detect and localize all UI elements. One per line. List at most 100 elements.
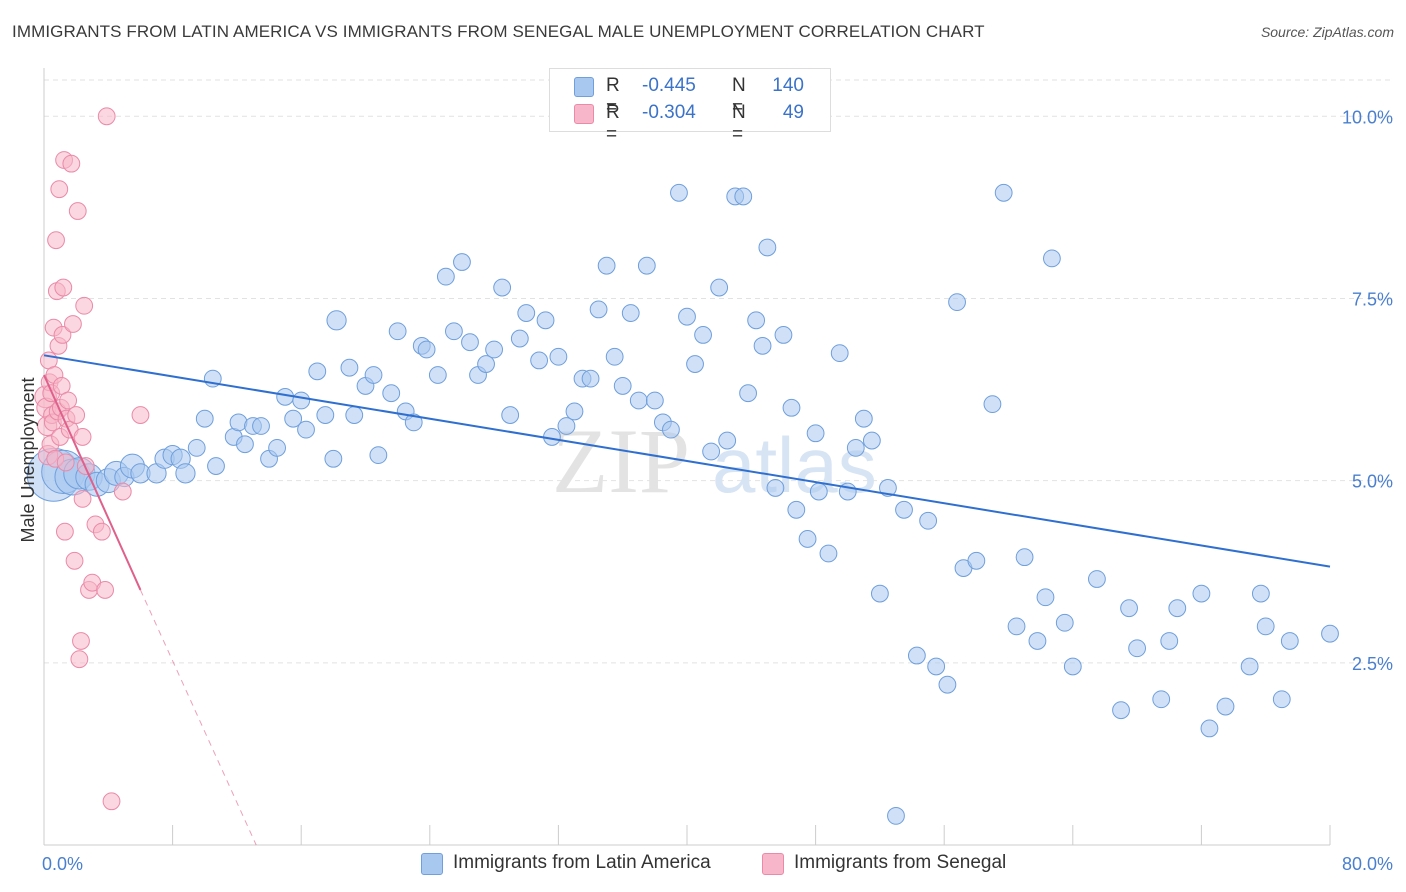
data-point [846, 438, 865, 457]
data-point [686, 355, 704, 373]
data-point [1036, 588, 1055, 607]
data-point [308, 362, 327, 381]
data-point [517, 304, 536, 322]
data-point [70, 650, 89, 669]
data-point [1251, 584, 1270, 603]
data-point [907, 646, 926, 665]
data-point [96, 581, 114, 599]
data-point [59, 391, 78, 410]
data-point [613, 377, 632, 395]
data-point [268, 438, 286, 457]
data-point [453, 253, 471, 271]
grid-lines [44, 79, 1392, 664]
data-point [102, 792, 121, 811]
data-point [345, 406, 364, 424]
x-tick-label: 80.0% [1342, 854, 1393, 874]
data-point [113, 482, 132, 501]
data-point [645, 391, 664, 410]
data-point [187, 438, 206, 457]
legend-r-label: R = [606, 75, 620, 118]
data-point [67, 406, 86, 424]
y-axis-label: Male Unemployment [18, 377, 38, 542]
legend-r-value: -0.445 [642, 75, 696, 96]
data-point [678, 307, 696, 326]
source-label: Source: ZipAtlas.com [1260, 24, 1394, 40]
data-point [854, 409, 873, 428]
data-point [637, 256, 656, 275]
data-point [477, 355, 495, 373]
watermark: ZIP atlas [552, 410, 877, 512]
bottom-legend-label: Immigrants from Senegal [794, 852, 1007, 873]
data-point [97, 107, 116, 126]
data-point [1088, 570, 1106, 588]
y-tick-label: 7.5% [1352, 289, 1393, 309]
data-point [806, 424, 825, 443]
data-point [65, 551, 84, 570]
data-point [1216, 697, 1235, 716]
data-point [445, 322, 463, 341]
data-point [589, 300, 608, 319]
data-point [782, 398, 801, 417]
data-point [766, 479, 785, 497]
data-point [530, 351, 549, 370]
data-point [1055, 613, 1074, 632]
data-point [364, 366, 383, 384]
legend-r-label: R = [606, 102, 620, 145]
legend-r-value: -0.304 [642, 102, 696, 123]
data-point [948, 293, 966, 312]
data-point [1256, 617, 1275, 636]
legend-n-value: 49 [782, 102, 804, 123]
data-point [753, 336, 772, 355]
data-point [662, 420, 680, 439]
data-point [758, 238, 777, 257]
data-point [1007, 617, 1026, 636]
data-point [565, 402, 584, 421]
data-point [316, 406, 335, 424]
data-point [871, 584, 889, 603]
data-point [73, 489, 92, 508]
trend-lines [43, 354, 1331, 846]
data-point [787, 500, 806, 519]
trend-line-senegal-extension [139, 589, 257, 846]
legend-n-label: N = [732, 75, 746, 118]
data-point [549, 347, 568, 366]
trend-line-senegal [43, 374, 142, 591]
data-point [1112, 701, 1130, 720]
data-point [895, 500, 913, 519]
data-point [388, 322, 407, 341]
data-point [485, 340, 504, 359]
data-point [702, 442, 721, 461]
data-point [1015, 548, 1034, 567]
data-point [53, 326, 72, 344]
data-point [404, 413, 423, 432]
data-point [536, 311, 555, 330]
data-point [292, 391, 311, 410]
data-point [983, 395, 1002, 414]
data-point [605, 347, 624, 366]
data-point [73, 428, 92, 446]
data-point [1128, 639, 1146, 658]
data-point [887, 806, 905, 825]
data-point [207, 457, 225, 475]
data-point [819, 544, 838, 563]
bottom-legend-swatch-pink [762, 853, 784, 875]
data-point [493, 278, 512, 297]
data-point [324, 449, 343, 468]
data-point [1200, 719, 1219, 738]
bottom-legend-swatch-blue [421, 853, 443, 875]
data-point [1152, 690, 1171, 709]
data-point [938, 675, 957, 694]
data-point [879, 479, 897, 497]
data-point [72, 632, 90, 650]
data-point [734, 187, 753, 206]
data-point [52, 377, 71, 395]
data-point [1192, 584, 1211, 603]
data-point [809, 482, 828, 501]
data-point [92, 522, 111, 541]
data-point [1321, 624, 1339, 643]
data-point [739, 384, 757, 403]
y-tick-label: 10.0% [1342, 107, 1393, 127]
data-point [326, 310, 347, 331]
data-point [927, 657, 946, 676]
data-point [1043, 249, 1061, 268]
